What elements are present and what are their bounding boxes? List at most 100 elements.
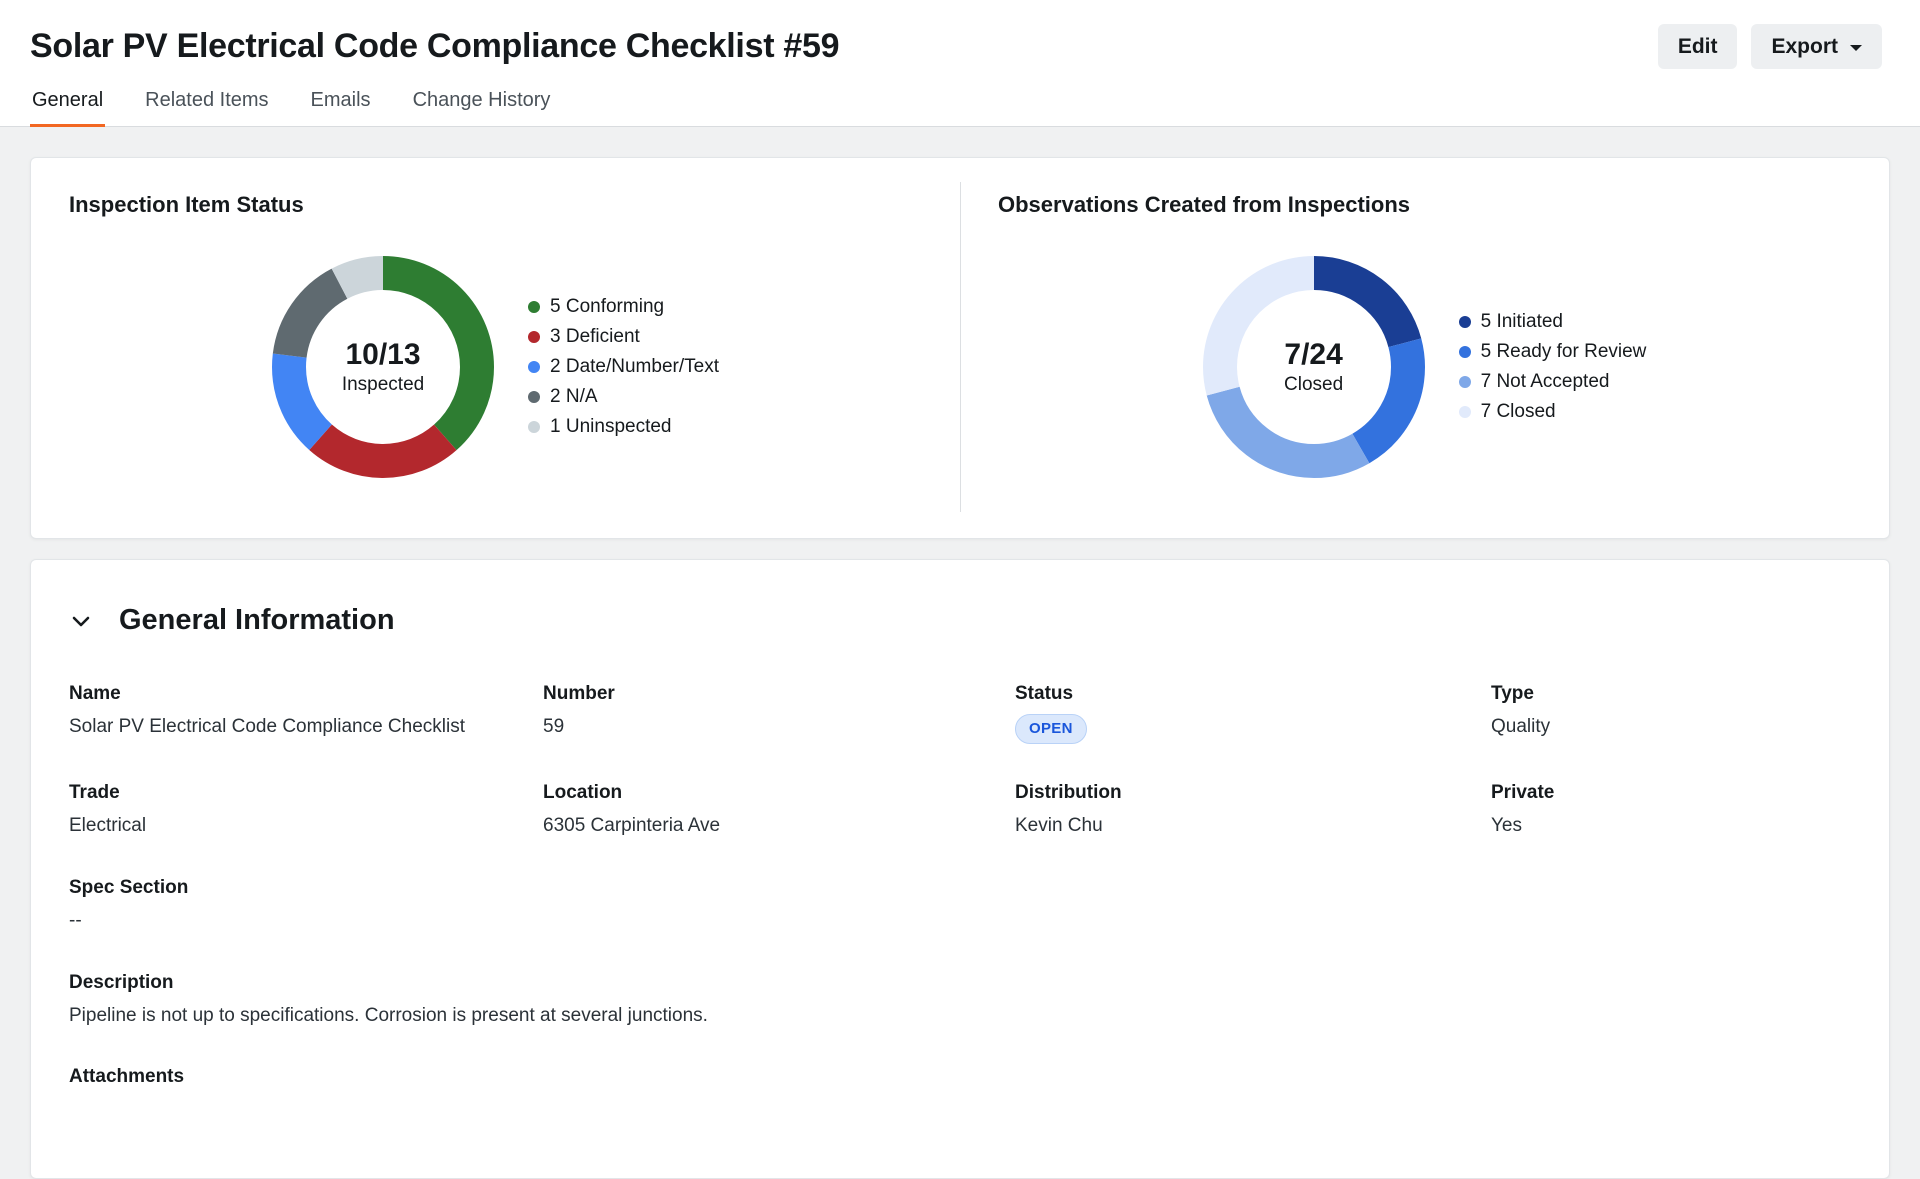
legend-dot-icon: [528, 391, 541, 404]
donut-chart-svg: [1202, 256, 1425, 479]
chart-row: 7/24 Closed 5 Initiated 5 Ready for Revie…: [998, 218, 1889, 516]
legend-dot-icon: [528, 421, 541, 434]
field-private: Private Yes: [1491, 782, 1851, 839]
field-label: Name: [69, 683, 121, 705]
chart-legend: 5 Conforming 3 Deficient 2 Date/Number/Tex…: [528, 288, 719, 446]
field-value: 59: [543, 716, 565, 738]
general-information-header[interactable]: General Information: [69, 604, 1851, 637]
legend-dot-icon: [1458, 346, 1471, 359]
tab-emails[interactable]: Emails: [310, 89, 371, 112]
field-label: Number: [543, 683, 615, 705]
legend-label: 5 Initiated: [1480, 311, 1563, 333]
field-type: Type Quality: [1491, 683, 1851, 744]
charts-card: Inspection Item Status 10/13 Inspected 5…: [30, 157, 1890, 540]
chevron-down-icon: [1850, 44, 1862, 57]
legend-item: 2 N/A: [528, 386, 719, 408]
field-label: Distribution: [1015, 782, 1122, 804]
collapse-section-button[interactable]: [69, 609, 93, 633]
field-status: Status OPEN: [1015, 683, 1491, 745]
donut-chart-svg: [272, 256, 495, 479]
field-attachments: Attachments: [69, 1066, 1851, 1097]
status-badge: OPEN: [1015, 714, 1087, 745]
legend-dot-icon: [528, 301, 541, 314]
field-location: Location 6305 Carpinteria Ave: [543, 782, 1015, 839]
donut-segment: [1202, 256, 1425, 479]
field-name: Name Solar PV Electrical Code Compliance…: [69, 683, 543, 744]
field-value: Quality: [1491, 716, 1551, 738]
field-distribution: Distribution Kevin Chu: [1015, 782, 1491, 839]
field-value: Solar PV Electrical Code Compliance Chec…: [69, 716, 465, 738]
fields-row: Description Pipeline is not up to specif…: [69, 972, 1851, 1029]
chart-row: 10/13 Inspected 5 Conforming 3 Deficient 2…: [69, 218, 960, 516]
legend-item: 3 Deficient: [528, 326, 719, 348]
inspection-status-donut-chart: 10/13 Inspected: [272, 256, 495, 479]
donut-segment: [1202, 256, 1425, 479]
general-information-card: General Information Name Solar PV Electr…: [30, 559, 1890, 1179]
legend-item: 1 Uninspected: [528, 416, 719, 438]
edit-button[interactable]: Edit: [1657, 24, 1738, 70]
fields-row: Name Solar PV Electrical Code Compliance…: [69, 683, 1851, 745]
fields-grid: Name Solar PV Electrical Code Compliance…: [69, 683, 1851, 1097]
legend-label: 5 Conforming: [550, 296, 665, 318]
page-title: Solar PV Electrical Code Compliance Chec…: [30, 27, 840, 66]
legend-item: 5 Initiated: [1458, 311, 1647, 333]
donut-segment: [272, 256, 495, 479]
legend-dot-icon: [1458, 376, 1471, 389]
donut-segment: [1202, 256, 1425, 479]
fields-row: Trade Electrical Location 6305 Carpinter…: [69, 782, 1851, 839]
section-title: General Information: [119, 604, 395, 637]
donut-segment: [272, 256, 495, 479]
chart-title: Inspection Item Status: [69, 192, 304, 218]
observations-panel: Observations Created from Inspections 7/…: [960, 158, 1889, 538]
legend-label: 1 Uninspected: [550, 416, 672, 438]
tab-change-history[interactable]: Change History: [412, 89, 551, 112]
field-label: Type: [1491, 683, 1534, 705]
inspection-item-status-panel: Inspection Item Status 10/13 Inspected 5…: [31, 158, 960, 538]
legend-label: 2 N/A: [550, 386, 598, 408]
field-trade: Trade Electrical: [69, 782, 543, 839]
tab-general[interactable]: General: [30, 85, 106, 128]
field-value: --: [69, 909, 82, 931]
field-label: Attachments: [69, 1066, 185, 1088]
field-value: 6305 Carpinteria Ave: [543, 815, 721, 837]
field-value: Pipeline is not up to specifications. Co…: [69, 1004, 708, 1026]
field-number: Number 59: [543, 683, 1015, 744]
legend-label: 5 Ready for Review: [1480, 341, 1647, 363]
legend-dot-icon: [528, 361, 541, 374]
tab-related-items[interactable]: Related Items: [145, 89, 269, 112]
legend-dot-icon: [528, 331, 541, 344]
fields-row: Spec Section --: [69, 877, 1851, 934]
legend-item: 7 Closed: [1458, 401, 1647, 423]
chart-title: Observations Created from Inspections: [998, 192, 1410, 218]
chevron-down-icon: [72, 616, 90, 626]
field-spec-section: Spec Section --: [69, 877, 543, 934]
tab-bar: General Related Items Emails Change Hist…: [0, 85, 1920, 128]
donut-segment: [272, 256, 495, 479]
field-value: Kevin Chu: [1015, 815, 1103, 837]
header-actions: Edit Export: [1657, 24, 1882, 70]
main-content: Inspection Item Status 10/13 Inspected 5…: [0, 127, 1920, 1179]
field-label: Trade: [69, 782, 120, 804]
export-button[interactable]: Export: [1751, 24, 1882, 70]
legend-item: 7 Not Accepted: [1458, 371, 1647, 393]
fields-row: Attachments: [69, 1066, 1851, 1097]
observations-donut-chart: 7/24 Closed: [1202, 256, 1425, 479]
legend-item: 5 Conforming: [528, 296, 719, 318]
legend-item: 2 Date/Number/Text: [528, 356, 719, 378]
field-label: Private: [1491, 782, 1555, 804]
chart-legend: 5 Initiated 5 Ready for Review 7 Not Accep…: [1458, 303, 1647, 431]
legend-label: 7 Not Accepted: [1480, 371, 1610, 393]
field-label: Location: [543, 782, 623, 804]
field-value: Yes: [1491, 815, 1522, 837]
field-description: Description Pipeline is not up to specif…: [69, 972, 1851, 1029]
legend-dot-icon: [1458, 316, 1471, 329]
legend-label: 2 Date/Number/Text: [550, 356, 719, 378]
field-value: Electrical: [69, 815, 147, 837]
page-header: Solar PV Electrical Code Compliance Chec…: [0, 0, 1920, 86]
field-label: Spec Section: [69, 876, 189, 898]
field-label: Description: [69, 971, 174, 993]
legend-label: 7 Closed: [1480, 401, 1556, 423]
legend-dot-icon: [1458, 406, 1471, 419]
export-button-label: Export: [1771, 35, 1838, 58]
field-label: Status: [1015, 683, 1074, 705]
